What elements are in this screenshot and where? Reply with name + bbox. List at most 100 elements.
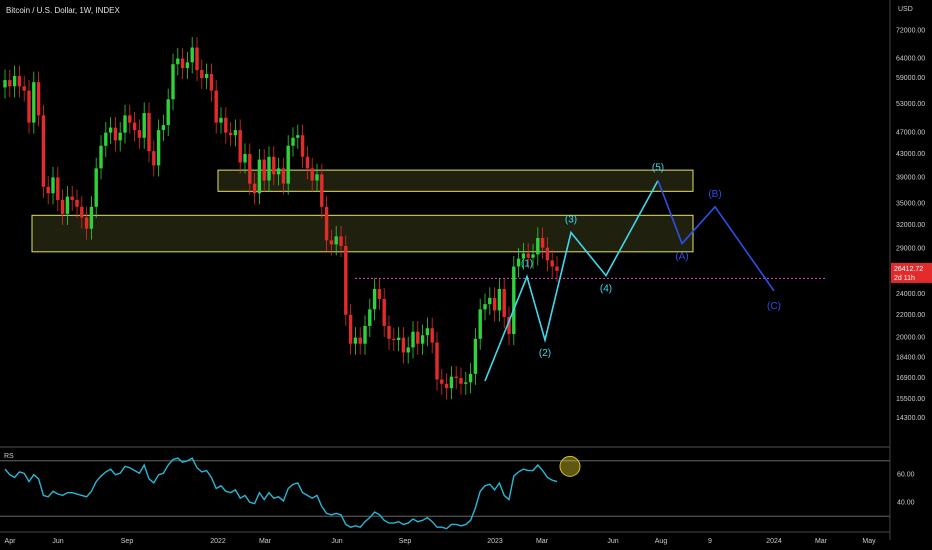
candle-body [435,342,439,380]
impulse-wave-label: (5) [652,162,664,173]
candle-body [8,80,12,87]
candle-body [233,130,238,136]
candle-body [377,288,382,299]
candle-body [296,135,300,138]
impulse-wave-label: (3) [565,214,577,225]
candle-body [84,217,89,229]
time-tick-label: Jun [331,538,342,545]
time-tick-label: Mar [259,538,272,545]
candle-body [320,174,324,207]
price-tick-label: 59000.00 [896,75,925,82]
candle-body [315,174,319,181]
time-tick-label: Mar [815,538,828,545]
candle-body [89,206,94,229]
candle-body [416,331,420,344]
candle-body [214,90,218,123]
candle-body [512,266,516,335]
candle-body [204,74,209,79]
candle-body [483,304,487,310]
impulse-wave-label: (4) [600,284,612,295]
candle-body [545,247,550,261]
rsi-label: RS [4,453,14,460]
candle-body [3,80,7,88]
price-tick-label: 47000.00 [896,130,925,137]
candle-body [224,117,228,133]
candle-body [531,254,535,258]
price-tick-label: 24000.00 [896,291,925,298]
candle-body [176,58,180,65]
candle-body [147,113,151,152]
candle-body [459,378,463,384]
price-tick-label: 16900.00 [896,375,925,382]
price-tick-label: 20000.00 [896,335,925,342]
candle-body [32,82,36,123]
time-tick-label: 9 [708,538,712,545]
candle-body [550,260,554,267]
candle-body [507,316,511,335]
candle-body [128,115,132,123]
candle-body [396,337,401,341]
rsi-line [4,457,558,530]
wave-projection: (1) (2) (3) (4) (5) (A) (B) (C) [484,162,781,382]
candle-body [118,132,122,141]
candle-body [425,328,430,336]
candle-body [243,153,247,163]
candle-body [185,62,190,69]
resistance-zones [31,169,826,279]
candle-body [252,183,257,194]
candle-body [492,297,497,311]
candle-body [526,253,530,258]
candle-body [348,314,353,344]
candle-body [353,337,358,344]
candle-body [123,115,127,133]
axes: USD 72000.00 64000.00 59000.00 53000.00 47000… [5,0,932,545]
candle-body [488,297,492,305]
time-tick-label: Apr [5,538,17,545]
candle-body [339,236,343,247]
candle-body [440,379,444,384]
candle-body [75,199,79,207]
candle-body [99,145,103,169]
candle-body [108,127,113,133]
candle-body [363,325,367,344]
candle-body [209,74,214,91]
price-tick-label: 14300.00 [896,415,925,422]
candle-body [454,376,458,379]
candle-body [228,132,233,136]
candle-body [70,196,74,200]
candle-body [41,115,46,187]
price-tick-label: 35000.00 [896,200,925,207]
candles [3,36,559,400]
candle-body [267,156,271,181]
candle-body [152,151,156,166]
rsi-tick-label: 40.00 [897,499,915,506]
candle-body [310,168,314,181]
time-tick-label: Sep [399,538,412,545]
price-tick-label: 39000.00 [896,174,925,181]
candle-body [387,325,391,339]
candle-body [300,135,305,157]
candle-body [46,186,50,194]
candle-body [272,156,276,175]
candle-body [392,338,396,341]
candle-body [368,309,372,326]
candle-body [536,237,540,255]
candle-body [142,113,146,138]
time-tick-label: 2024 [766,538,782,545]
price-tick-label: 53000.00 [896,101,925,108]
candle-body [166,99,170,126]
candle-body [516,258,521,267]
price-axis-unit: USD [898,6,913,13]
candle-body [36,82,41,116]
price-tick-label: 15500.00 [896,396,925,403]
resistance-zone [217,169,694,192]
candle-body [449,376,454,389]
resistance-zone [31,214,694,253]
candle-body [291,137,295,146]
time-tick-label: Jun [607,538,618,545]
candle-body [60,199,65,214]
last-price-value: 26412.72 [894,266,923,273]
price-countdown: 2d 11h [894,275,915,282]
candle-body [248,153,252,184]
